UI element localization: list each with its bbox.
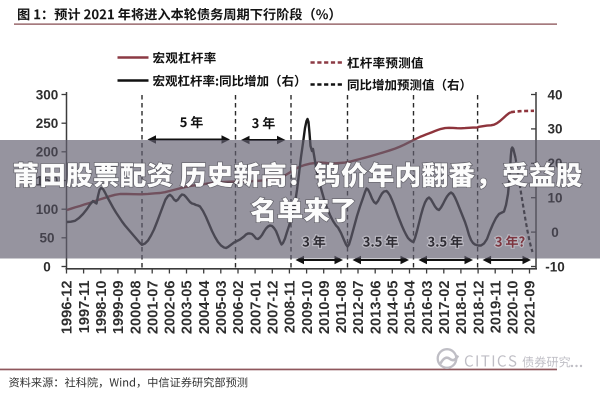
svg-text:300: 300 <box>36 87 59 102</box>
svg-text:10: 10 <box>547 191 562 206</box>
svg-text:2006-02: 2006-02 <box>231 281 247 335</box>
svg-text:2010-09: 2010-09 <box>317 281 333 335</box>
svg-text:2019-11: 2019-11 <box>488 281 504 334</box>
svg-text:2018-01: 2018-01 <box>454 281 470 335</box>
svg-text:2005-03: 2005-03 <box>214 281 230 335</box>
svg-text:1999-09: 1999-09 <box>111 281 127 335</box>
svg-text:2008-11: 2008-11 <box>283 281 299 334</box>
svg-text:40: 40 <box>547 87 562 102</box>
svg-text:2002-06: 2002-06 <box>163 281 179 335</box>
svg-text:250: 250 <box>36 116 59 131</box>
svg-text:2020-10: 2020-10 <box>506 281 522 335</box>
svg-text:2017-02: 2017-02 <box>437 281 453 335</box>
svg-text:2012-07: 2012-07 <box>351 281 367 335</box>
svg-text:50: 50 <box>39 231 54 246</box>
svg-text:2007-12: 2007-12 <box>266 281 282 335</box>
svg-text:2003-05: 2003-05 <box>180 281 196 335</box>
svg-text:0: 0 <box>43 259 51 274</box>
svg-text:2000-08: 2000-08 <box>128 281 144 335</box>
svg-text:-10: -10 <box>545 259 565 274</box>
svg-text:2015-04: 2015-04 <box>403 280 419 334</box>
svg-text:2001-07: 2001-07 <box>145 281 161 335</box>
svg-text:2016-03: 2016-03 <box>420 281 436 335</box>
svg-text:2007-01: 2007-01 <box>248 281 264 335</box>
svg-text:2014-05: 2014-05 <box>386 281 402 335</box>
svg-text:100: 100 <box>36 202 59 217</box>
svg-text:2018-12: 2018-12 <box>471 281 487 335</box>
svg-text:2021-09: 2021-09 <box>523 281 539 335</box>
svg-text:2013-06: 2013-06 <box>368 281 384 335</box>
svg-text:1998-10: 1998-10 <box>94 281 110 335</box>
svg-text:30: 30 <box>547 122 562 137</box>
svg-text:1997-11: 1997-11 <box>77 281 93 334</box>
svg-text:200: 200 <box>36 145 59 160</box>
svg-text:2009-10: 2009-10 <box>300 281 316 335</box>
svg-text:2004-04: 2004-04 <box>197 280 213 334</box>
svg-text:2011-08: 2011-08 <box>334 281 350 334</box>
svg-text:0: 0 <box>551 225 559 240</box>
svg-text:1996-12: 1996-12 <box>60 281 76 335</box>
